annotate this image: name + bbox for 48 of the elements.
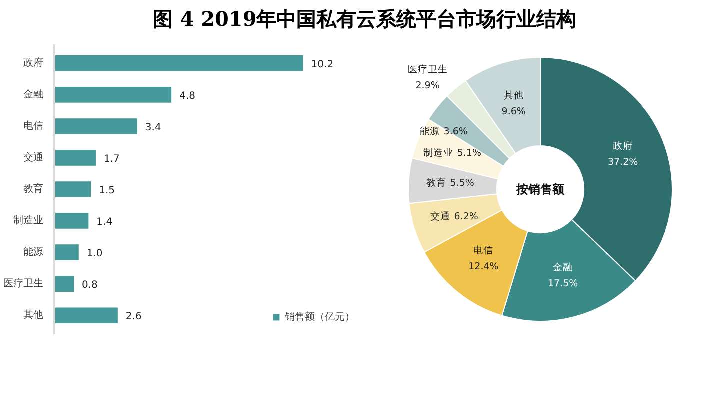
data-label: 1.0 [86, 248, 103, 260]
data-label: 5.5% [450, 177, 474, 188]
data-label: 0.8 [82, 280, 98, 291]
y-tick-label: 电信 [24, 120, 44, 132]
data-label: 10.2 [311, 58, 334, 70]
slice-label: 交通 [430, 210, 450, 222]
bar [54, 181, 92, 197]
data-label: 1.4 [96, 216, 113, 228]
data-label: 9.6% [502, 106, 526, 117]
bar [54, 212, 89, 228]
slice-label: 其他 [504, 88, 524, 101]
text: 按销售额 [516, 182, 566, 196]
bar [54, 244, 79, 260]
data-label: 4.8 [180, 90, 196, 102]
y-tick-label: 能源 [24, 246, 44, 258]
slice-label: 能源 [420, 125, 440, 138]
slice-label: 金融 [553, 261, 574, 274]
data-label: 3.4 [145, 122, 162, 134]
slice-label: 电信 [474, 244, 494, 256]
y-tick-label: 政府 [24, 56, 44, 68]
y-tick-label: 金融 [24, 88, 44, 100]
slice-label: 制造业 [423, 146, 454, 159]
text: 图 4 2019年中国私有云系统平台市场行业结构 [153, 6, 577, 33]
slice-label: 教育 [426, 176, 446, 188]
bar [54, 55, 304, 71]
y-tick-label: 交通 [24, 151, 44, 164]
slice-label: 政府 [613, 139, 634, 152]
y-tick-label: 医疗卫生 [4, 277, 44, 290]
data-label: 17.5% [548, 278, 578, 290]
bar [54, 86, 172, 102]
y-tick-label: 制造业 [14, 214, 44, 226]
y-tick-label: 其他 [24, 308, 44, 321]
legend-label: 销售额（亿元） [285, 310, 355, 324]
data-label: 5.1% [457, 148, 482, 159]
slice-label: 医疗卫生 [408, 63, 448, 76]
data-label: 1.5 [99, 185, 115, 196]
data-label: 2.9% [416, 80, 440, 92]
data-label: 2.6 [126, 311, 142, 322]
data-label: 6.2% [454, 210, 478, 222]
bar [54, 150, 96, 166]
data-label: 3.6% [444, 126, 468, 138]
y-tick-label: 教育 [24, 182, 44, 195]
bar [54, 276, 74, 292]
bar [54, 118, 138, 134]
data-label: 1.7 [104, 154, 120, 165]
bar [54, 307, 118, 324]
data-label: 12.4% [468, 260, 499, 272]
data-label: 37.2% [608, 156, 638, 168]
